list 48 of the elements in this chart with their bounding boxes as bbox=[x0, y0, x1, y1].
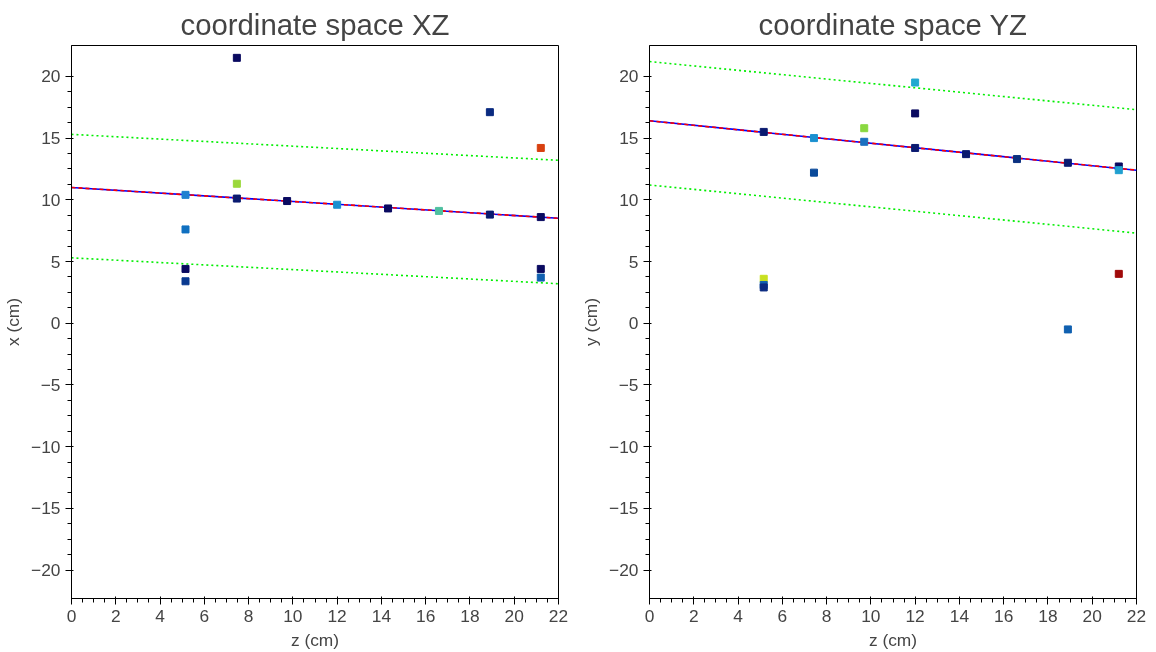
x-tick-label: 18 bbox=[460, 605, 480, 626]
y-tick-label: −5 bbox=[618, 374, 639, 395]
x-tick-label: 12 bbox=[905, 605, 925, 626]
x-tick-label: 4 bbox=[733, 605, 744, 626]
y-tick-label: −10 bbox=[609, 436, 639, 457]
x-tick-label: 16 bbox=[416, 605, 436, 626]
y-tick-label: −15 bbox=[609, 498, 639, 519]
x-tick-label: 8 bbox=[821, 605, 832, 626]
x-tick-label: 6 bbox=[199, 605, 210, 626]
x-tick-label: 20 bbox=[504, 605, 524, 626]
x-tick-label: 12 bbox=[327, 605, 347, 626]
y-tick-label: 20 bbox=[619, 66, 639, 87]
chart-title: coordinate space XZ bbox=[180, 7, 450, 41]
y-tick-label: 5 bbox=[628, 251, 639, 272]
y-tick-label: 10 bbox=[619, 189, 639, 210]
y-tick-label: −15 bbox=[31, 498, 61, 519]
x-tick-label: 14 bbox=[371, 605, 392, 626]
y-tick-label: −20 bbox=[31, 560, 61, 581]
x-tick-label: 0 bbox=[644, 605, 655, 626]
y-axis-title: x (cm) bbox=[3, 297, 24, 347]
x-tick-label: 10 bbox=[283, 605, 303, 626]
y-axis-title: y (cm) bbox=[581, 297, 602, 347]
y-tick-label: 10 bbox=[41, 189, 61, 210]
x-tick-label: 22 bbox=[1126, 605, 1147, 626]
x-tick-label: 16 bbox=[994, 605, 1014, 626]
y-tick-label: 0 bbox=[628, 313, 639, 334]
y-tick-label: 0 bbox=[50, 313, 61, 334]
x-tick-label: 22 bbox=[548, 605, 569, 626]
y-tick-label: −10 bbox=[31, 436, 61, 457]
x-tick-label: 2 bbox=[110, 605, 121, 626]
y-tick-label: 5 bbox=[50, 251, 61, 272]
x-tick-label: 10 bbox=[861, 605, 881, 626]
x-tick-label: 6 bbox=[777, 605, 788, 626]
x-tick-label: 0 bbox=[66, 605, 77, 626]
y-tick-label: 20 bbox=[41, 66, 61, 87]
x-tick-label: 2 bbox=[688, 605, 699, 626]
x-tick-label: 20 bbox=[1082, 605, 1102, 626]
chart-title: coordinate space YZ bbox=[758, 7, 1027, 41]
x-axis-title: z (cm) bbox=[290, 629, 340, 650]
x-axis-title: z (cm) bbox=[868, 629, 918, 650]
y-tick-label: −5 bbox=[40, 374, 61, 395]
x-tick-label: 4 bbox=[155, 605, 166, 626]
x-tick-label: 14 bbox=[949, 605, 970, 626]
y-tick-label: −20 bbox=[609, 560, 639, 581]
y-tick-label: 15 bbox=[41, 128, 61, 149]
x-tick-label: 8 bbox=[243, 605, 254, 626]
x-tick-label: 18 bbox=[1038, 605, 1058, 626]
y-tick-label: 15 bbox=[619, 128, 639, 149]
